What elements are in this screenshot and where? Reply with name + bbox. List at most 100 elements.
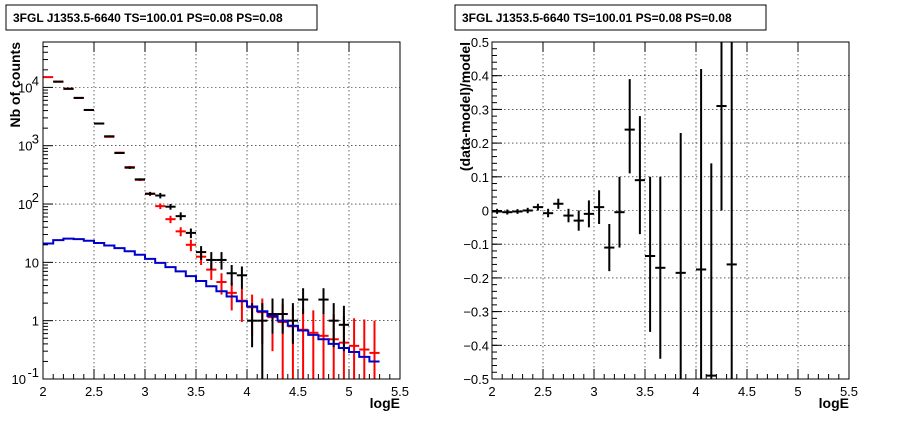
left-series1-point [155,192,166,199]
left-x-tick-label: 4.5 [289,384,307,399]
left-series1-point [298,288,309,315]
left-x-tick-label: 3.5 [187,384,205,399]
right-x-tick-label: 5.5 [840,384,858,399]
left-series1-point [257,303,268,379]
left-model-histogram [43,237,380,363]
right-y-tick-label: 0.5 [471,35,489,50]
left-y-tick-label: 10 [25,255,39,270]
left-y-tick-label-exponent: 2 [32,190,39,205]
right-title-box: 3FGL J1353.5-6640 TS=100.01 PS=0.08 PS=0… [454,4,767,31]
left-series1-point [226,265,237,286]
left-y-tick-label-exponent: -1 [27,365,39,380]
left-chart-title: 3FGL J1353.5-6640 TS=100.01 PS=0.08 PS=0… [13,11,283,25]
left-y-tick-label-base: 10 [12,372,26,387]
right-series0-point [573,210,584,231]
right-y-tick-label: 0.3 [471,102,489,117]
left-series1-point [83,108,94,111]
right-chart-title: 3FGL J1353.5-6640 TS=100.01 PS=0.08 PS=0… [462,11,732,25]
right-y-tick-label: 0.4 [471,69,489,84]
right-y-tick-label: −0.5 [463,372,489,387]
left-series0-point [236,288,247,322]
right-ticks: 2 2.5 3 3.5 4 4.5 5 5.5 −0.5 −0.4 −0.3 −0.2 −0.1 0 0.1… [463,35,858,399]
right-series0-point [716,42,727,211]
left-series1-point [206,252,217,270]
left-plot-frame [42,41,401,380]
right-series0-point [614,176,625,248]
right-series0-point [645,176,656,332]
left-x-tick-label: 2.5 [85,384,103,399]
left-y-tick-label-base: 10 [18,197,32,212]
left-series1-point [165,204,176,210]
left-series0-point [43,76,54,79]
left-series1-point [318,288,329,315]
left-series0-point [185,239,196,252]
right-series0-point [675,132,686,379]
left-y-tick-label-exponent: 4 [32,73,39,88]
left-series1-point [124,166,135,169]
left-series1-point [104,135,115,138]
right-series0-point [604,223,615,272]
right-x-tick-label: 3.5 [636,384,654,399]
right-series0-point [594,190,605,224]
right-x-axis-title: logE [819,395,849,411]
right-y-tick-label: −0.3 [463,305,489,320]
left-series0-point [359,319,370,379]
left-x-tick-label: 5 [345,384,352,399]
left-series1-point [94,122,105,125]
right-x-tick-label: 4 [692,384,699,399]
left-series1-point [236,266,247,289]
left-series1-point [277,298,288,334]
right-panel: 3FGL J1353.5-6640 TS=100.01 PS=0.08 PS=0… [454,4,858,411]
left-series0-point [318,312,329,379]
left-series1-point [73,96,84,99]
left-series [43,76,380,379]
left-series0-point [308,310,319,379]
right-plot-frame [491,41,850,380]
left-series1-point [134,178,145,181]
left-series0-point [155,203,166,210]
right-series0-point [563,208,574,223]
right-series0-point [522,207,533,214]
left-series0-point [175,227,186,237]
right-y-tick-label: −0.2 [463,271,489,286]
right-series [492,42,737,379]
left-panel: 3FGL J1353.5-6640 TS=100.01 PS=0.08 PS=0… [5,4,409,411]
right-series0-point [583,200,594,228]
left-series1-point [328,303,339,348]
right-series0-point [634,116,645,235]
right-x-tick-label: 2.5 [534,384,552,399]
left-series1-point [338,305,349,352]
right-x-tick-label: 5 [794,384,801,399]
left-series1-point [114,151,125,154]
right-series0-point [502,209,513,215]
left-series1-point [145,192,156,196]
right-series0-point [543,208,554,218]
left-x-axis-title: logE [370,395,400,411]
right-x-tick-label: 3 [590,384,597,399]
left-x-tick-label: 4 [243,384,250,399]
left-series1-point [63,87,74,90]
left-series1-point [287,303,298,344]
left-series0-point [349,318,360,379]
left-series1-point [216,252,227,270]
right-y-tick-label: 0.2 [471,136,489,151]
left-y-tick-label-exponent: 3 [32,132,39,147]
right-series0-point [696,68,707,379]
left-series0-point [298,308,309,379]
right-y-axis-title: (data-model)/model [457,42,473,171]
left-series1-point [247,303,258,348]
right-grid [492,42,849,379]
right-series0-point [706,163,717,379]
left-y-tick-label-base: 10 [18,139,32,154]
left-series1-point [185,228,196,239]
left-x-tick-label: 5.5 [391,384,409,399]
left-series1-point [175,212,186,221]
left-y-tick-label: 1 [32,314,39,329]
right-series0-point [492,208,503,214]
right-y-tick-label: 0.1 [471,170,489,185]
right-y-tick-label: −0.1 [463,237,489,252]
right-x-tick-label: 2 [488,384,495,399]
left-series0-point [165,215,176,224]
